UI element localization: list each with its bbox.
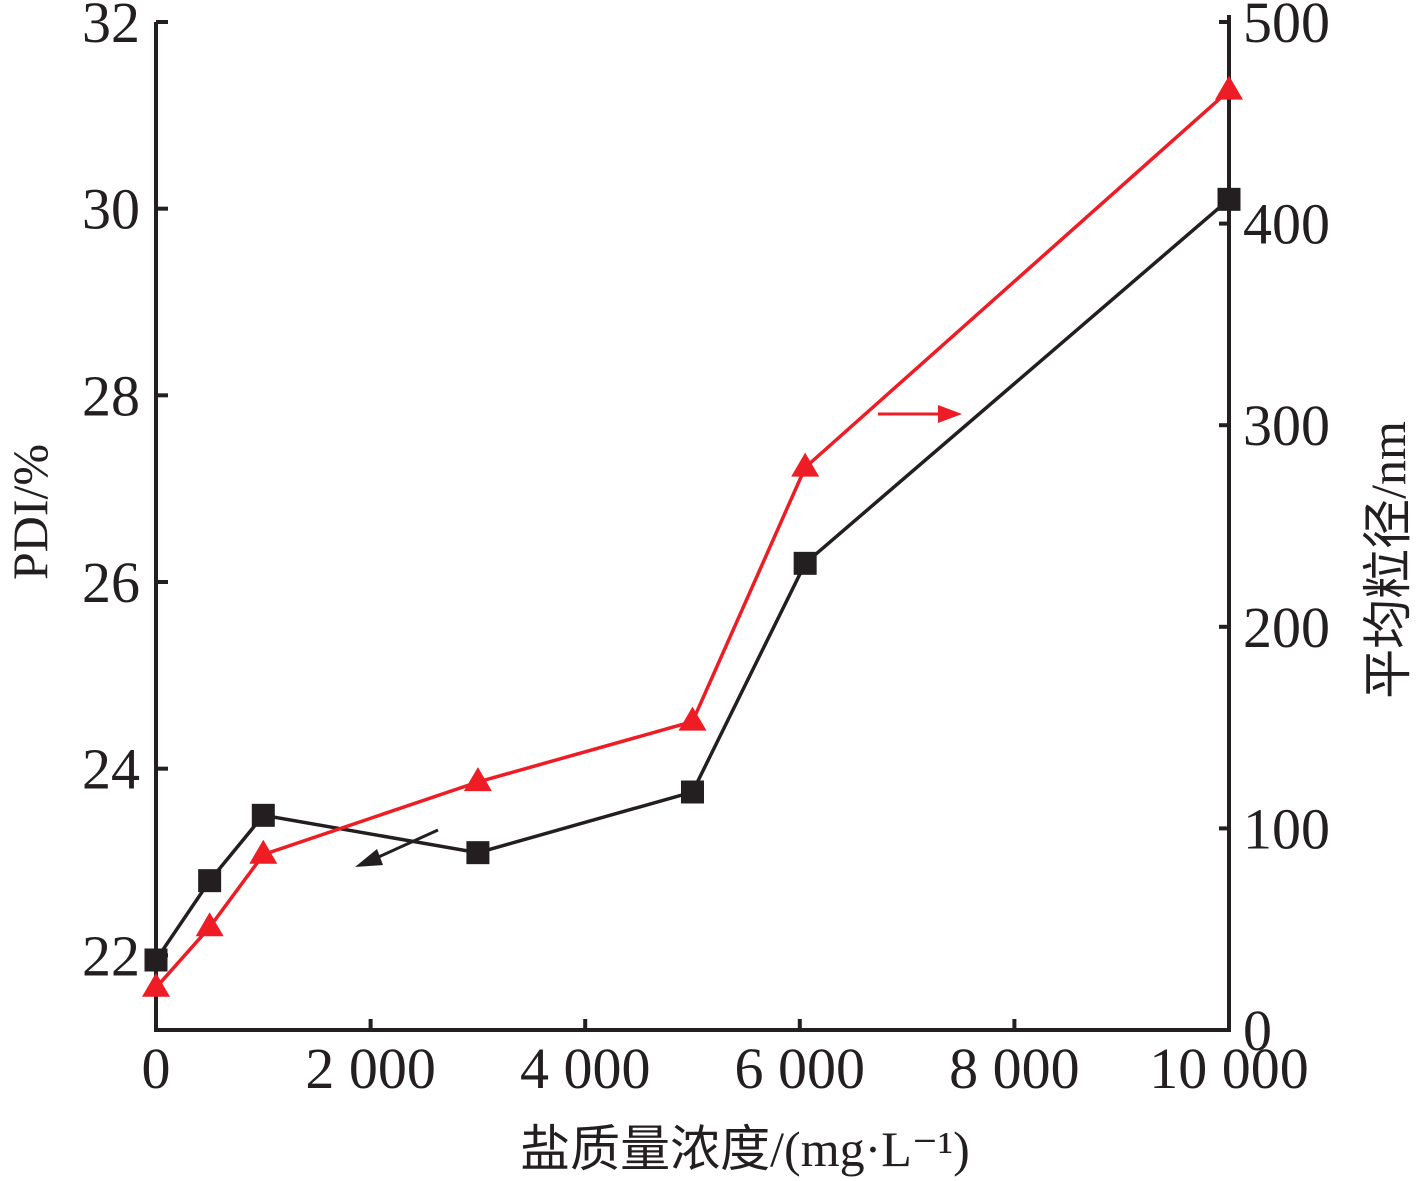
series-1-triangle-marker-1 [195, 912, 224, 937]
right-axis-arrow-head [938, 405, 962, 423]
series-1-triangle-marker-3 [463, 767, 492, 792]
x-tick-label: 4 000 [520, 1036, 651, 1101]
series-0-square-marker-5 [793, 551, 817, 575]
series-0-square-marker-4 [681, 780, 704, 804]
x-tick-label: 10 000 [1149, 1036, 1309, 1101]
series-1-triangle-marker-5 [791, 452, 820, 477]
right-y-tick-label: 200 [1243, 595, 1330, 660]
series-1-triangle-marker-6 [1215, 75, 1243, 100]
x-axis-title: 盐质量浓度/(mg·L⁻¹) [520, 1121, 970, 1177]
x-tick-label: 8 000 [949, 1036, 1080, 1101]
right-y-axis-title: 平均粒径/nm [1360, 421, 1416, 699]
left-y-tick-label: 32 [82, 0, 140, 55]
series-1-triangle-marker-4 [678, 706, 707, 731]
left-y-tick-label: 24 [82, 737, 140, 802]
axes: 0 2 000 4 000 6 000 8 000 10 000 22 24 26 28 30 32 0… [82, 0, 1330, 1101]
series-layer [142, 75, 1243, 997]
series-0-square-marker-2 [251, 803, 275, 827]
right-y-tick-label: 400 [1243, 192, 1330, 257]
left-y-tick-label: 22 [82, 923, 140, 988]
x-tick-label: 6 000 [735, 1036, 866, 1101]
left-y-tick-label: 30 [82, 177, 140, 242]
series-1-line [154, 89, 1231, 989]
annotations [355, 405, 962, 867]
series-0-line [154, 197, 1231, 961]
left-y-tick-label: 26 [82, 550, 140, 615]
series-1-triangle-marker-0 [142, 972, 170, 997]
left-y-tick-label: 28 [82, 363, 140, 428]
right-y-tick-label: 0 [1243, 998, 1272, 1063]
right-y-tick-label: 300 [1243, 393, 1330, 458]
series-0-square-marker-0 [144, 948, 168, 972]
x-tick-label: 2 000 [305, 1036, 436, 1101]
left-axis-arrow-head [355, 849, 383, 867]
left-y-axis-title: PDI/% [2, 444, 58, 580]
series-0-square-marker-6 [1217, 187, 1241, 211]
series-0-square-marker-3 [466, 841, 490, 865]
right-y-tick-label: 500 [1243, 0, 1330, 55]
series-1-triangle-marker-2 [249, 839, 278, 864]
axis-titles: 盐质量浓度/(mg·L⁻¹) PDI/% 平均粒径/nm [2, 421, 1416, 1177]
right-y-tick-label: 100 [1243, 796, 1330, 861]
x-tick-label: 0 [142, 1036, 171, 1101]
left-axis-arrow-shaft [371, 828, 439, 862]
series-0-square-marker-1 [198, 869, 222, 893]
